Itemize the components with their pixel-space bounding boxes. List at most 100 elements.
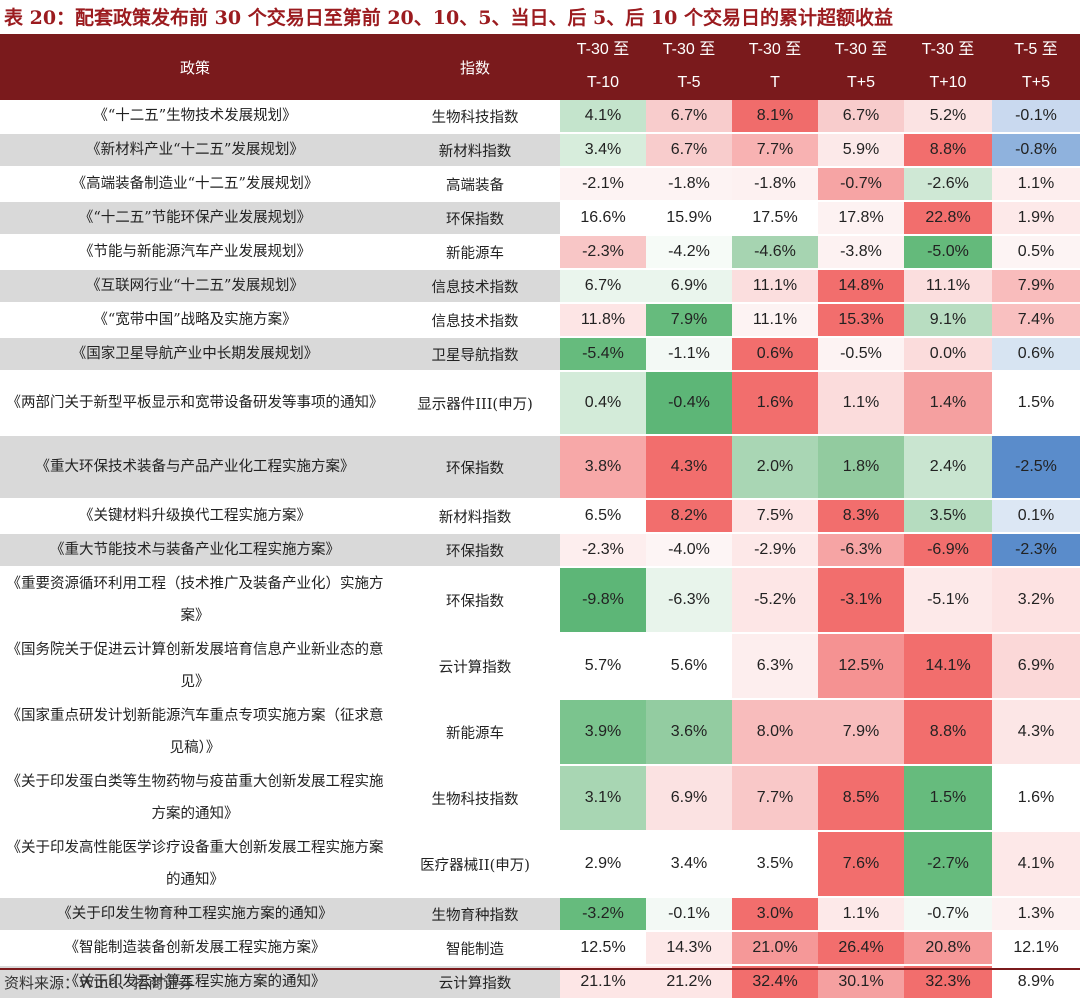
value-cell: 21.1% xyxy=(560,965,646,1000)
value-cell: -0.7% xyxy=(818,167,904,202)
value-cell: -3.2% xyxy=(560,897,646,932)
value-cell: 1.4% xyxy=(904,371,992,436)
value-cell: 8.5% xyxy=(818,765,904,832)
value-cell: 21.0% xyxy=(732,931,818,966)
value-cell: 7.7% xyxy=(732,133,818,168)
value-cell: 2.4% xyxy=(904,435,992,500)
table-row: 《关键材料升级换代工程实施方案》 新材料指数 6.5% 8.2% 7.5% 8.3% 3.5… xyxy=(0,499,1080,534)
value-cell: 11.8% xyxy=(560,303,646,338)
value-cell: 3.2% xyxy=(992,567,1080,634)
table-row: 《互联网行业“十二五”发展规划》 信息技术指数 6.7% 6.9% 11.1% 14.8%… xyxy=(0,269,1080,304)
policy-cell: 《“十二五”节能环保产业发展规划》 xyxy=(0,201,390,236)
value-cell: -5.4% xyxy=(560,337,646,372)
value-cell: -0.1% xyxy=(646,897,732,932)
value-cell: 21.2% xyxy=(646,965,732,1000)
header-col-1-top: T-30 至 xyxy=(560,34,646,67)
value-cell: 1.6% xyxy=(992,765,1080,832)
policy-cell: 《重大环保技术装备与产品产业化工程实施方案》 xyxy=(0,435,390,500)
header-policy: 政策 xyxy=(0,34,390,100)
value-cell: 4.3% xyxy=(646,435,732,500)
policy-cell: 《关于印发云计算工程实施方案的通知》 xyxy=(0,965,390,1000)
value-cell: 1.5% xyxy=(904,765,992,832)
index-cell: 环保指数 xyxy=(390,533,560,568)
index-cell: 新材料指数 xyxy=(390,499,560,534)
value-cell: -2.5% xyxy=(992,435,1080,500)
value-cell: -2.3% xyxy=(560,533,646,568)
value-cell: -1.8% xyxy=(646,167,732,202)
table-row: 《关于印发生物育种工程实施方案的通知》 生物育种指数 -3.2% -0.1% 3.0% 1… xyxy=(0,897,1080,932)
policy-cell: 《国务院关于促进云计算创新发展培育信息产业新业态的意见》 xyxy=(0,633,390,700)
value-cell: 3.0% xyxy=(732,897,818,932)
value-cell: 0.6% xyxy=(992,337,1080,372)
value-cell: 7.7% xyxy=(732,765,818,832)
value-cell: 8.2% xyxy=(646,499,732,534)
index-cell: 生物科技指数 xyxy=(390,765,560,832)
source-note: 资料来源：Wind、招商证券 xyxy=(4,974,194,992)
value-cell: 7.9% xyxy=(646,303,732,338)
value-cell: 8.9% xyxy=(992,965,1080,1000)
value-cell: -2.3% xyxy=(560,235,646,270)
index-cell: 新能源车 xyxy=(390,235,560,270)
value-cell: -5.1% xyxy=(904,567,992,634)
table-row: 《关于印发蛋白类等生物药物与疫苗重大创新发展工程实施方案的通知》 生物科技指数 3.… xyxy=(0,765,1080,832)
value-cell: 17.5% xyxy=(732,201,818,236)
value-cell: -1.8% xyxy=(732,167,818,202)
value-cell: 7.5% xyxy=(732,499,818,534)
policy-cell: 《关键材料升级换代工程实施方案》 xyxy=(0,499,390,534)
policy-cell: 《“十二五”生物技术发展规划》 xyxy=(0,100,390,134)
header-col-6-bottom: T+5 xyxy=(992,67,1080,100)
table-body: 《“十二五”生物技术发展规划》 生物科技指数 4.1% 6.7% 8.1% 6.7% 5.2… xyxy=(0,100,1080,1000)
header-col-4-top: T-30 至 xyxy=(818,34,904,67)
value-cell: -5.2% xyxy=(732,567,818,634)
value-cell: 6.7% xyxy=(646,133,732,168)
policy-cell: 《节能与新能源汽车产业发展规划》 xyxy=(0,235,390,270)
value-cell: 32.4% xyxy=(732,965,818,1000)
value-cell: 11.1% xyxy=(904,269,992,304)
index-cell: 生物科技指数 xyxy=(390,100,560,134)
value-cell: 3.1% xyxy=(560,765,646,832)
policy-cell: 《高端装备制造业“十二五”发展规划》 xyxy=(0,167,390,202)
policy-cell: 《重要资源循环利用工程（技术推广及装备产业化）实施方案》 xyxy=(0,567,390,634)
value-cell: -5.0% xyxy=(904,235,992,270)
header-col-3-bottom: T xyxy=(732,67,818,100)
value-cell: 6.3% xyxy=(732,633,818,700)
value-cell: 5.2% xyxy=(904,100,992,134)
value-cell: 6.9% xyxy=(992,633,1080,700)
value-cell: 1.8% xyxy=(818,435,904,500)
value-cell: 16.6% xyxy=(560,201,646,236)
policy-cell: 《智能制造装备创新发展工程实施方案》 xyxy=(0,931,390,966)
value-cell: 32.3% xyxy=(904,965,992,1000)
index-cell: 信息技术指数 xyxy=(390,303,560,338)
value-cell: -6.3% xyxy=(818,533,904,568)
policy-cell: 《关于印发生物育种工程实施方案的通知》 xyxy=(0,897,390,932)
value-cell: 1.3% xyxy=(992,897,1080,932)
value-cell: 30.1% xyxy=(818,965,904,1000)
value-cell: -2.6% xyxy=(904,167,992,202)
value-cell: 1.6% xyxy=(732,371,818,436)
value-cell: 4.1% xyxy=(560,100,646,134)
policy-cell: 《新材料产业“十二五”发展规划》 xyxy=(0,133,390,168)
value-cell: 0.6% xyxy=(732,337,818,372)
index-cell: 云计算指数 xyxy=(390,633,560,700)
policy-cell: 《关于印发蛋白类等生物药物与疫苗重大创新发展工程实施方案的通知》 xyxy=(0,765,390,832)
value-cell: 5.7% xyxy=(560,633,646,700)
value-cell: 4.1% xyxy=(992,831,1080,898)
header-col-4-bottom: T+5 xyxy=(818,67,904,100)
index-cell: 智能制造 xyxy=(390,931,560,966)
table-row: 《重大节能技术与装备产业化工程实施方案》 环保指数 -2.3% -4.0% -2.9% -… xyxy=(0,533,1080,568)
value-cell: -2.7% xyxy=(904,831,992,898)
value-cell: 4.3% xyxy=(992,699,1080,766)
table-row: 《节能与新能源汽车产业发展规划》 新能源车 -2.3% -4.2% -4.6% -3.8%… xyxy=(0,235,1080,270)
table-row: 《“十二五”生物技术发展规划》 生物科技指数 4.1% 6.7% 8.1% 6.7% 5.2… xyxy=(0,100,1080,134)
table-row: 《高端装备制造业“十二五”发展规划》 高端装备 -2.1% -1.8% -1.8% -0.… xyxy=(0,167,1080,202)
value-cell: 3.6% xyxy=(646,699,732,766)
value-cell: -0.7% xyxy=(904,897,992,932)
value-cell: -0.4% xyxy=(646,371,732,436)
value-cell: 3.5% xyxy=(732,831,818,898)
excess-return-table: 政策 指数 T-30 至 T-30 至 T-30 至 T-30 至 T-30 至… xyxy=(0,34,1080,1000)
table-row: 《两部门关于新型平板显示和宽带设备研发等事项的通知》 显示器件III(申万) 0.4… xyxy=(0,371,1080,436)
value-cell: 1.9% xyxy=(992,201,1080,236)
value-cell: 7.9% xyxy=(818,699,904,766)
value-cell: -0.1% xyxy=(992,100,1080,134)
table-row: 《国家卫星导航产业中长期发展规划》 卫星导航指数 -5.4% -1.1% 0.6% -0.… xyxy=(0,337,1080,372)
